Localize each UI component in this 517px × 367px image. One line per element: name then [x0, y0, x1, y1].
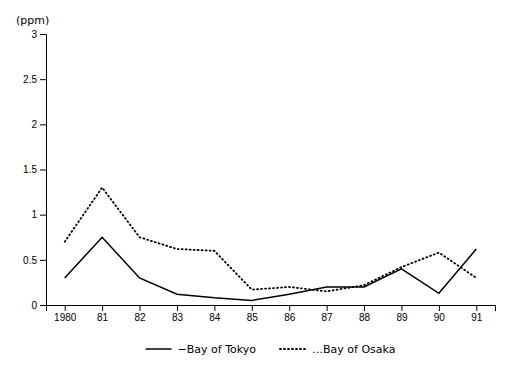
x-tick-label: 88 — [359, 312, 371, 323]
y-tick-label: 2 — [31, 119, 37, 130]
axis-line — [47, 306, 496, 312]
y-tick: 1.5 — [23, 164, 46, 175]
x-tick-label: 82 — [134, 312, 146, 323]
y-tick: 0.5 — [23, 255, 46, 266]
tick-mark — [40, 260, 46, 261]
y-tick-label: 2.5 — [23, 74, 37, 85]
series-group — [65, 188, 477, 301]
x-tick: 91 — [471, 305, 483, 323]
x-axis: 1980 81 82 83 84 85 86 87 88 89 90 91 — [47, 305, 496, 323]
x-tick: 86 — [284, 305, 296, 323]
y-tick: 2.5 — [23, 74, 46, 85]
x-tick: 84 — [209, 305, 221, 323]
x-tick-label: 83 — [172, 312, 184, 323]
chart: 1980 81 82 83 84 85 86 87 88 89 90 91 0 0.5 1 1.5 2 2.5 3 (… — [0, 0, 517, 367]
x-tick-label: 84 — [209, 312, 221, 323]
tick-mark — [252, 305, 253, 311]
legend-swatch — [146, 348, 172, 350]
y-tick: 0 — [31, 300, 46, 311]
tick-mark — [40, 34, 46, 35]
legend-item: −Bay of Tokyo — [146, 343, 257, 356]
tick-mark — [102, 305, 103, 311]
x-tick: 82 — [134, 305, 146, 323]
x-tick-label: 89 — [396, 312, 408, 323]
legend: −Bay of Tokyo …Bay of Osaka — [146, 343, 396, 356]
y-tick: 3 — [31, 29, 46, 40]
x-tick: 81 — [97, 305, 109, 323]
x-tick: 83 — [172, 305, 184, 323]
tick-mark — [401, 305, 402, 311]
tick-mark — [65, 305, 66, 311]
x-tick-label: 86 — [284, 312, 296, 323]
y-tick: 2 — [31, 119, 46, 130]
tick-mark — [40, 124, 46, 125]
x-tick-label: 81 — [97, 312, 109, 323]
legend-label: −Bay of Tokyo — [178, 343, 257, 356]
tick-mark — [40, 79, 46, 80]
tick-mark — [364, 305, 365, 311]
tick-mark — [214, 305, 215, 311]
tick-mark — [40, 215, 46, 216]
x-tick-label: 90 — [434, 312, 446, 323]
y-tick: 1 — [31, 209, 46, 220]
x-tick: 1980 — [54, 305, 77, 323]
axis-line — [40, 35, 47, 306]
y-tick-label: 1 — [31, 209, 37, 220]
plot-area: 1980 81 82 83 84 85 86 87 88 89 90 91 0 0.5 1 1.5 2 2.5 3 — [23, 29, 495, 323]
x-tick-label: 87 — [322, 312, 334, 323]
legend-label: …Bay of Osaka — [312, 343, 395, 356]
x-tick: 88 — [359, 305, 371, 323]
series-line — [65, 188, 477, 292]
tick-mark — [327, 305, 328, 311]
x-tick-label: 91 — [471, 312, 483, 323]
x-tick-label: 85 — [247, 312, 259, 323]
y-tick-label: 0 — [31, 300, 37, 311]
tick-mark — [289, 305, 290, 311]
tick-mark — [40, 305, 46, 306]
tick-mark — [177, 305, 178, 311]
series-line — [65, 237, 477, 300]
x-tick: 89 — [396, 305, 408, 323]
x-tick-label: 1980 — [54, 312, 77, 323]
legend-item: …Bay of Osaka — [280, 343, 395, 356]
tick-mark — [40, 170, 46, 171]
tick-mark — [476, 305, 477, 311]
legend-swatch — [280, 348, 306, 350]
x-tick: 85 — [247, 305, 259, 323]
tick-mark — [439, 305, 440, 311]
tick-mark — [140, 305, 141, 311]
y-axis-label: (ppm) — [16, 14, 49, 27]
y-tick-label: 3 — [31, 29, 37, 40]
y-tick-label: 1.5 — [23, 164, 37, 175]
y-axis: 0 0.5 1 1.5 2 2.5 3 — [23, 29, 46, 311]
y-tick-label: 0.5 — [23, 255, 37, 266]
x-tick: 87 — [322, 305, 334, 323]
x-tick: 90 — [434, 305, 446, 323]
